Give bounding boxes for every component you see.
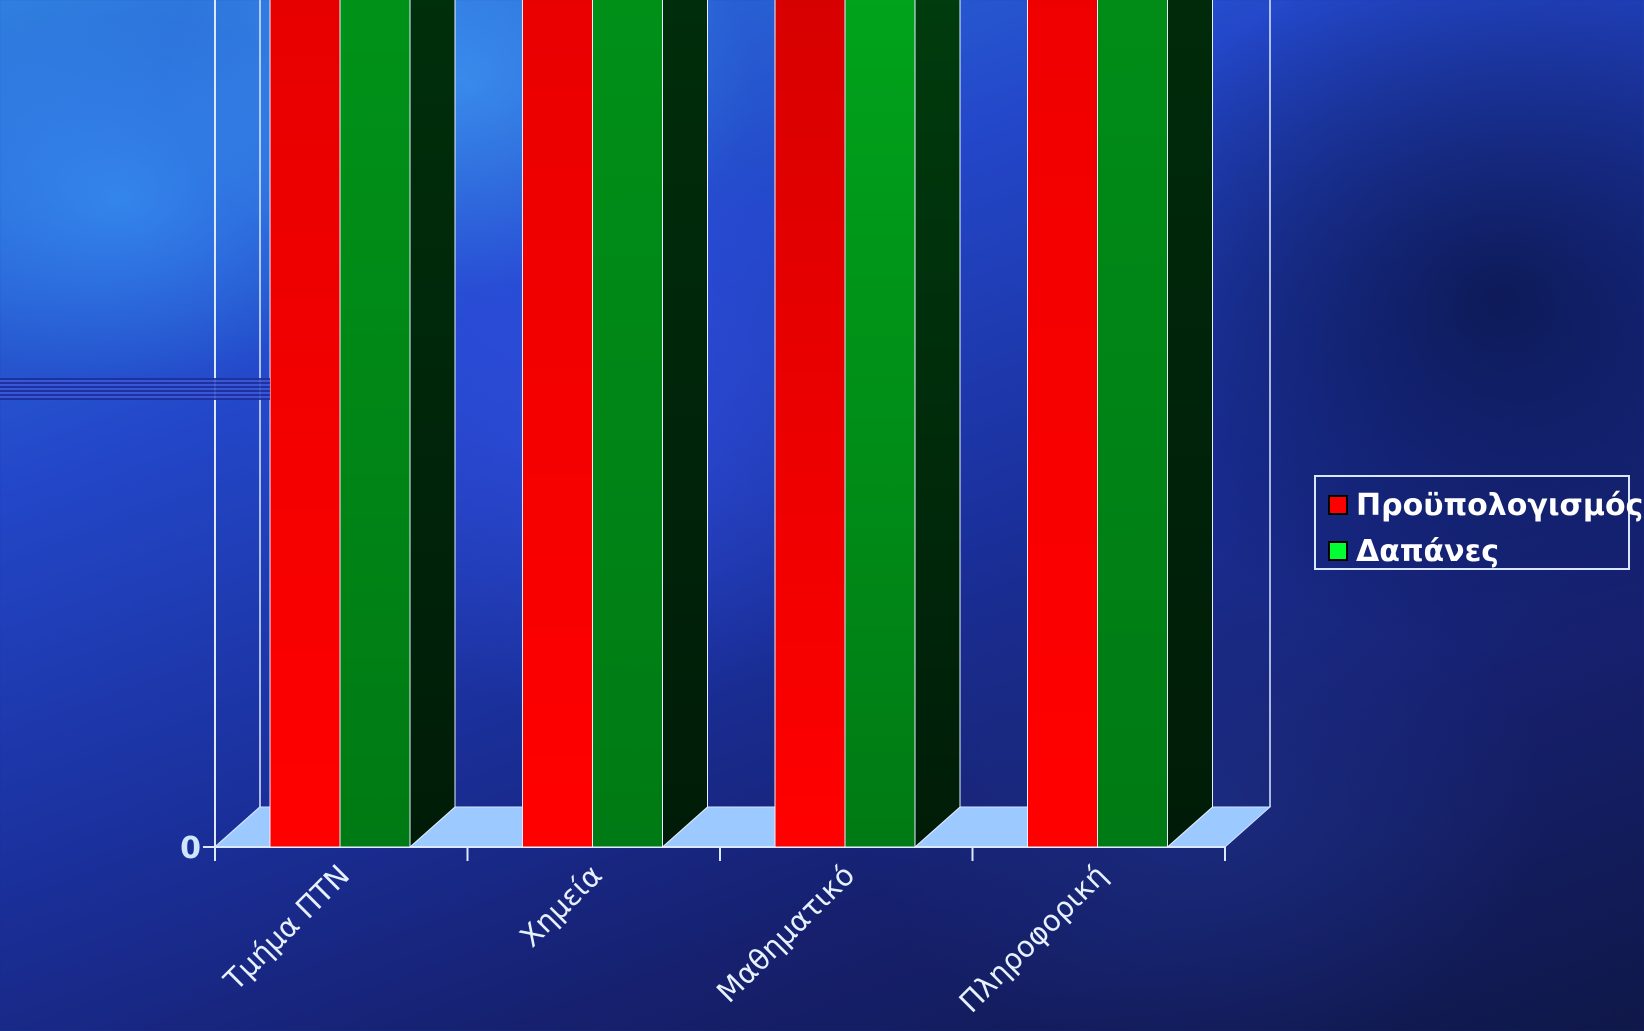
- bar-budget-2: [522, 0, 593, 848]
- bar-expenses-2-side: [662, 0, 708, 849]
- bar-expenses-3: [844, 0, 916, 848]
- bar-expenses-1: [339, 0, 411, 848]
- x-tick-label: Χημεία: [513, 858, 609, 954]
- legend-label-series-2: Δαπάνες: [1356, 533, 1500, 569]
- legend-swatch-series-2: [1328, 541, 1348, 561]
- legend-label-series-1: Προϋπολογισμός: [1356, 487, 1644, 523]
- highlight-band: [0, 378, 270, 400]
- bar-expenses-3-side: [914, 0, 961, 849]
- x-tick-label: Μαθηματικό: [710, 858, 861, 1009]
- x-tick-label: Τμήμα ΠΤΝ: [217, 858, 357, 998]
- bar-budget-3: [774, 0, 846, 848]
- x-tick-label: Πληροφορική: [952, 858, 1113, 1019]
- bar-budget-4: [1027, 0, 1098, 848]
- legend-item-series-2: Δαπάνες: [1328, 531, 1628, 571]
- bar-expenses-4: [1097, 0, 1168, 848]
- y-tick-label: 0: [180, 831, 201, 866]
- bar-budget-1: [269, 0, 341, 848]
- bar-expenses-2: [592, 0, 663, 848]
- legend-swatch-series-1: [1328, 495, 1348, 515]
- legend-item-series-1: Προϋπολογισμός: [1328, 485, 1643, 525]
- bar-expenses-4-side: [1167, 0, 1213, 849]
- legend: Προϋπολογισμός Δαπάνες: [1314, 475, 1643, 571]
- bar-expenses-1-side: [409, 0, 456, 849]
